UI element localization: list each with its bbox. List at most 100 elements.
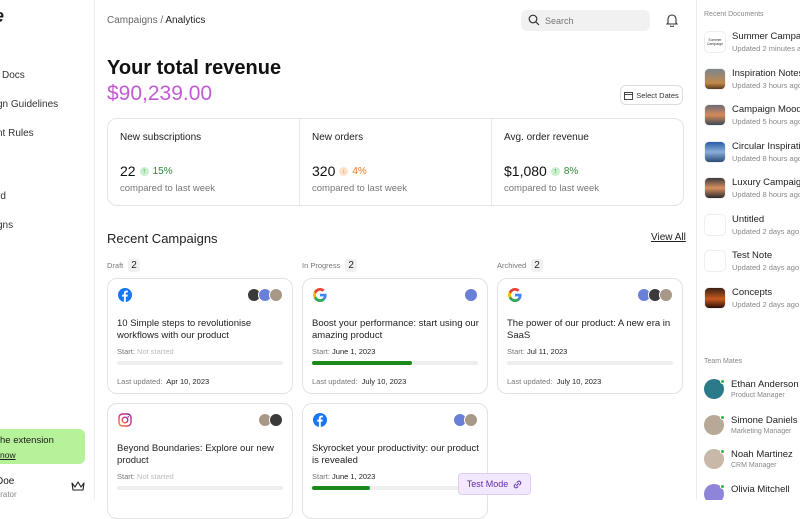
document-item[interactable]: Untitled Updated 2 days ago [704,214,800,242]
document-item[interactable]: Circular Inspiration Updated 8 hours ago [704,141,800,169]
start-value: June 1, 2023 [332,472,376,481]
campaign-updated: Last updated: Apr 10, 2023 [117,377,209,386]
arrow-up-icon: ↑ [550,166,560,176]
avatar [464,288,478,302]
team-mate-name: Noah Martinez [731,449,793,460]
document-name: Luxury Campaign [732,177,800,188]
updated-label: Last updated: [117,377,163,386]
progress-bar [312,361,478,365]
stat-change: 8% [563,165,579,177]
stat-value: 22 [120,163,136,179]
avatar [704,484,724,500]
campaign-card[interactable]: Skyrocket your productivity: our product… [302,403,488,519]
updated-value: July 10, 2023 [361,377,407,386]
column-label: Draft [107,261,124,270]
link-icon [514,480,522,488]
progress-bar [312,486,478,490]
breadcrumb-parent[interactable]: Campaigns [107,15,158,26]
sidebar-item-dashboard[interactable]: rd [0,191,6,202]
total-revenue-amount: $90,239.00 [107,82,213,105]
campaign-start: Start: Not started [117,347,174,356]
arrow-up-icon: ↑ [139,166,149,176]
document-thumbnail [704,214,726,236]
column-label: Archived [497,261,527,270]
sidebar-item-design-guidelines[interactable]: gn Guidelines [0,99,59,110]
main-content: Campaigns / Analytics Your total revenue… [95,0,696,519]
page-title: Your total revenue [107,57,282,79]
stat-value: 320 [312,163,336,179]
sidebar-item-docs[interactable]: l Docs [0,70,25,81]
crown-icon[interactable] [71,480,85,492]
document-item[interactable]: Summer Campaign Summer Campaign Updated … [704,31,800,59]
assignee-avatars [258,413,283,427]
document-thumbnail: Summer Campaign [704,31,726,53]
start-value: Not started [137,347,174,356]
left-sidebar: e l Docs gn Guidelines nt Rules rd gns h… [0,0,95,500]
stat-label: Avg. order revenue [504,132,589,143]
document-time: Updated 8 hours ago [732,154,800,163]
test-mode-badge[interactable]: Test Mode [458,473,531,495]
extension-promo: he extension now [0,429,85,464]
search-box[interactable] [521,10,650,31]
facebook-icon [313,413,327,427]
document-time: Updated 2 days ago [732,300,800,309]
top-bar: Campaigns / Analytics [95,0,696,42]
team-mate-name: Olivia Mitchell [731,484,790,495]
bell-icon[interactable] [666,13,678,27]
avatar [704,449,724,469]
document-time: Updated 8 hours ago [732,190,800,199]
document-item[interactable]: Campaign Mood Updated 5 hours ago [704,104,800,132]
column-count: 2 [128,259,140,272]
assignee-avatars [464,288,478,302]
team-mate-name: Simone Daniels [731,415,798,426]
document-name: Summer Campaign [732,31,800,42]
online-status-icon [720,379,725,384]
start-label: Start: [117,347,135,356]
recent-documents-heading: Recent Documents [704,11,764,18]
stat-change: 15% [152,165,173,177]
document-name: Untitled [732,214,765,225]
progress-bar [117,486,283,490]
google-icon [313,288,327,302]
extension-text: he extension [0,435,54,446]
team-mate[interactable]: Simone Daniels Marketing Manager [704,415,800,443]
document-time: Updated 3 hours ago [732,81,800,90]
campaign-card[interactable]: Beyond Boundaries: Explore our new produ… [107,403,293,519]
stat-change: 4% [352,165,367,177]
online-status-icon [720,415,725,420]
column-count: 2 [345,259,357,272]
sidebar-item-campaigns[interactable]: gns [0,220,14,231]
avatar [659,288,673,302]
stat-new-orders: New orders 320 ↓ 4% compared to last wee… [300,119,492,205]
stat-label: New orders [312,132,364,143]
avatar [704,415,724,435]
google-icon [508,288,522,302]
campaign-title: Beyond Boundaries: Explore our new produ… [117,443,274,466]
campaign-card[interactable]: The power of our product: A new era in S… [497,278,683,394]
stat-label: New subscriptions [120,132,202,143]
document-item[interactable]: Test Note Updated 2 days ago [704,250,800,278]
document-item[interactable]: Inspiration Notes Updated 3 hours ago [704,68,800,96]
facebook-icon [118,288,132,302]
updated-label: Last updated: [312,377,358,386]
select-dates-button[interactable]: Select Dates [620,85,683,105]
document-item[interactable]: Concepts Updated 2 days ago [704,287,800,315]
avatar [269,413,283,427]
team-mate[interactable]: Olivia Mitchell [704,484,800,500]
campaign-card[interactable]: 10 Simple steps to revolutionise workflo… [107,278,293,394]
stat-compare: compared to last week [120,183,216,194]
stats-panel: New subscriptions 22 ↑ 15% compared to l… [107,118,684,206]
search-input[interactable] [545,13,645,28]
app-logo: e [0,6,4,27]
team-mate-role: Product Manager [731,392,785,399]
sidebar-item-content-rules[interactable]: nt Rules [0,128,34,139]
team-mate[interactable]: Noah Martinez CRM Manager [704,449,800,477]
column-archived: Archived 2 [497,259,543,272]
extension-link[interactable]: now [0,450,16,460]
document-item[interactable]: Luxury Campaign Updated 8 hours ago [704,177,800,205]
stat-compare: compared to last week [312,183,408,194]
updated-value: Apr 10, 2023 [166,377,210,386]
team-mate[interactable]: Ethan Anderson Product Manager [704,379,800,407]
view-all-link[interactable]: View All [651,232,686,243]
campaign-card[interactable]: Boost your performance: start using our … [302,278,488,394]
